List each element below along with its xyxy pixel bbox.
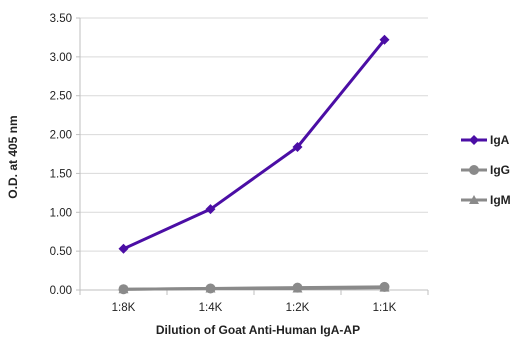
x-tick-label: 1:2K	[286, 302, 310, 314]
data-point-iga	[205, 204, 216, 215]
series-iga	[118, 34, 390, 254]
data-point-igg	[292, 282, 303, 293]
data-point-igg	[379, 281, 390, 292]
legend: IgA IgG IgM	[461, 133, 511, 207]
y-tick-label: 1.00	[50, 207, 72, 219]
series-line-igg	[123, 285, 385, 291]
y-axis-title: O.D. at 405 nm	[6, 115, 20, 198]
x-tick-label: 1:1K	[373, 302, 397, 314]
data-point-igg	[205, 283, 216, 294]
series-igg	[118, 281, 390, 295]
y-tick-label: 2.00	[50, 130, 72, 142]
data-point-iga	[118, 243, 129, 254]
legend-marker-igm	[469, 195, 479, 204]
data-point-iga	[292, 142, 303, 153]
y-tick-label: 0.50	[50, 246, 72, 258]
x-tick-label: 1:8K	[112, 302, 136, 314]
series-layer	[118, 34, 390, 295]
y-tick-label: 3.00	[50, 52, 72, 64]
legend-item-igg: IgG	[461, 163, 510, 177]
x-axis-title: Dilution of Goat Anti-Human IgA-AP	[156, 323, 360, 337]
legend-item-igm: IgM	[461, 193, 511, 207]
y-tick-label: 3.50	[50, 13, 72, 25]
gridlines	[80, 17, 428, 252]
legend-label-igg: IgG	[490, 163, 510, 177]
data-point-igg	[118, 284, 129, 295]
legend-label-igm: IgM	[490, 193, 511, 207]
y-tick-label: 1.50	[50, 168, 72, 180]
axes	[76, 17, 429, 295]
y-tick-label: 2.50	[50, 91, 72, 103]
y-tick-label: 0.00	[50, 285, 72, 297]
legend-label-iga: IgA	[490, 133, 510, 147]
legend-marker-igg	[469, 165, 479, 175]
x-tick-label: 1:4K	[199, 302, 223, 314]
data-point-iga	[379, 34, 390, 45]
y-tick-labels: 0.00 0.50 1.00 1.50 2.00 2.50 3.00 3.50	[50, 13, 72, 297]
series-line-iga	[122, 38, 386, 251]
x-tick-labels: 1:8K 1:4K 1:2K 1:1K	[112, 302, 397, 314]
legend-item-iga: IgA	[461, 133, 510, 147]
legend-marker-iga	[469, 135, 479, 145]
